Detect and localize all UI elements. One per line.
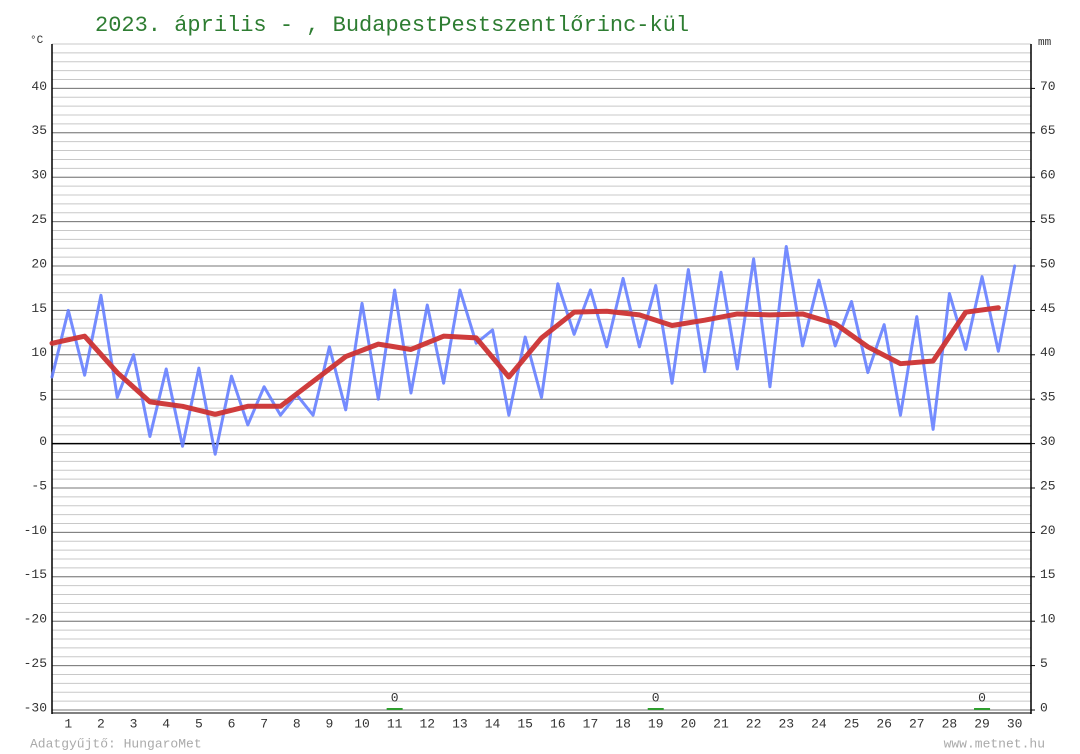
chart-title: 2023. április - , BudapestPestszentlőrin…: [95, 13, 689, 38]
x-tick-label: 6: [228, 716, 236, 731]
x-tick-label: 18: [615, 716, 631, 731]
grid: [52, 43, 1031, 711]
y-tick-label: -30: [24, 700, 47, 715]
precip-label: 0: [391, 690, 399, 705]
x-tick-label: 4: [162, 716, 170, 731]
mean-line: [49, 305, 1001, 417]
y2-tick-label: 15: [1040, 567, 1056, 582]
precip-bar: [974, 708, 991, 710]
y2-tick-label: 60: [1040, 168, 1056, 183]
y2-tick-label: 55: [1040, 212, 1056, 227]
y-tick-label: -15: [24, 567, 47, 582]
y2-tick-label: 45: [1040, 301, 1056, 316]
y2-tick-label: 40: [1040, 345, 1056, 360]
y-tick-label: -10: [24, 523, 47, 538]
source: Adatgyűjtő: HungaroMet: [30, 736, 202, 751]
y2-tick-label: 10: [1040, 612, 1056, 627]
y-tick-label: 10: [31, 345, 47, 360]
x-tick-label: 2: [97, 716, 105, 731]
x-tick-label: 12: [419, 716, 435, 731]
x-tick-label: 1: [64, 716, 72, 731]
y-tick-label: -25: [24, 656, 47, 671]
y-tick-label: 35: [31, 123, 47, 138]
x-tick-label: 7: [260, 716, 268, 731]
x-tick-label: 27: [909, 716, 925, 731]
precip-label: 0: [978, 690, 986, 705]
y-unit: °C: [30, 35, 44, 47]
x-tick-label: 17: [583, 716, 599, 731]
x-tick-label: 30: [1007, 716, 1023, 731]
x-tick-label: 28: [942, 716, 958, 731]
y-tick-label: 40: [31, 79, 47, 94]
y2-tick-label: 20: [1040, 523, 1056, 538]
precip-bar: [386, 708, 403, 710]
x-tick-label: 24: [811, 716, 827, 731]
y-tick-label: 20: [31, 256, 47, 271]
y2-unit: mm: [1038, 37, 1052, 49]
y2-tick-label: 70: [1040, 79, 1056, 94]
x-tick-label: 19: [648, 716, 664, 731]
x-tick-label: 22: [746, 716, 762, 731]
x-tick-label: 5: [195, 716, 203, 731]
x-tick-label: 9: [325, 716, 333, 731]
y-tick-label: -5: [31, 478, 47, 493]
y-tick-label: 5: [39, 390, 47, 405]
x-tick-label: 23: [778, 716, 794, 731]
x-tick-label: 11: [387, 716, 403, 731]
precip-bar: [647, 708, 664, 710]
x-tick-label: 14: [485, 716, 501, 731]
y-tick-label: 15: [31, 301, 47, 316]
x-tick-label: 16: [550, 716, 566, 731]
y-tick-label: 30: [31, 168, 47, 183]
x-tick-label: 21: [713, 716, 729, 731]
y-tick-label: 25: [31, 212, 47, 227]
y-tick-label: -20: [24, 612, 47, 627]
y2-tick-label: 30: [1040, 434, 1056, 449]
x-tick-label: 3: [130, 716, 138, 731]
x-tick-label: 10: [354, 716, 370, 731]
y2-tick-label: 50: [1040, 256, 1056, 271]
y2-tick-label: 0: [1040, 700, 1048, 715]
y2-tick-label: 5: [1040, 656, 1048, 671]
website: www.metnet.hu: [944, 736, 1045, 751]
x-tick-label: 29: [974, 716, 990, 731]
x-tick-label: 15: [517, 716, 533, 731]
y2-tick-label: 65: [1040, 123, 1056, 138]
x-tick-label: 25: [844, 716, 860, 731]
x-tick-label: 20: [681, 716, 697, 731]
x-tick-label: 8: [293, 716, 301, 731]
x-tick-label: 13: [452, 716, 468, 731]
y2-tick-label: 25: [1040, 478, 1056, 493]
y-tick-label: 0: [39, 434, 47, 449]
y2-tick-label: 35: [1040, 390, 1056, 405]
precip-label: 0: [652, 690, 660, 705]
temperature-line: [50, 244, 1017, 456]
x-tick-label: 26: [876, 716, 892, 731]
